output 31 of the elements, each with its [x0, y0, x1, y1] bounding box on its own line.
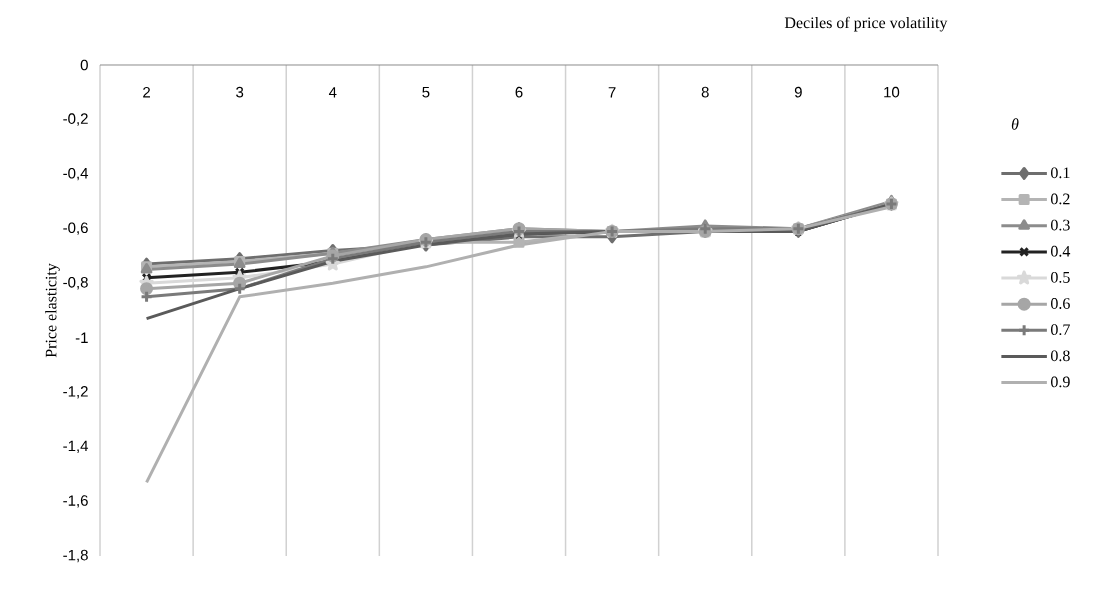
legend-label: 0.2	[1051, 193, 1070, 205]
y-tick-label: -0,4	[63, 167, 89, 181]
x-axis-title: Deciles of price volatility	[784, 16, 948, 32]
x-tick-label: 2	[143, 86, 150, 98]
x-tick-label: 9	[794, 86, 802, 98]
y-tick-label: -1,6	[63, 495, 88, 508]
x-tick-label: 7	[608, 87, 616, 98]
y-tick-label: -0,6	[63, 222, 88, 235]
y-tick-label: 0	[80, 59, 88, 71]
x-tick-label: 6	[515, 86, 523, 98]
legend-label: 0.1	[1051, 167, 1070, 179]
legend-label: 0.3	[1051, 219, 1070, 231]
y-tick-label: -1	[75, 332, 88, 343]
legend-title: θ	[1011, 118, 1019, 130]
x-tick-label: 5	[422, 86, 430, 98]
y-axis-title: Price elasticity	[45, 263, 60, 358]
legend-label: 0.7	[1051, 324, 1070, 336]
x-tick-label: 8	[701, 86, 709, 98]
y-tick-label: -1,8	[63, 549, 88, 563]
y-tick-label: -0,2	[63, 113, 88, 126]
y-tick-label: -0,8	[63, 277, 88, 290]
y-tick-label: -1,2	[63, 386, 88, 399]
y-tick-label: -1,4	[63, 440, 89, 453]
legend-label: 0.4	[1051, 245, 1071, 257]
x-tick-label: 4	[328, 87, 337, 98]
legend-label: 0.8	[1051, 350, 1070, 362]
legend-label: 0.5	[1051, 271, 1070, 283]
x-tick-label: 10	[884, 86, 900, 98]
x-tick-label: 3	[236, 86, 244, 98]
legend-label: 0.6	[1051, 298, 1070, 309]
legend-label: 0.9	[1051, 376, 1070, 388]
